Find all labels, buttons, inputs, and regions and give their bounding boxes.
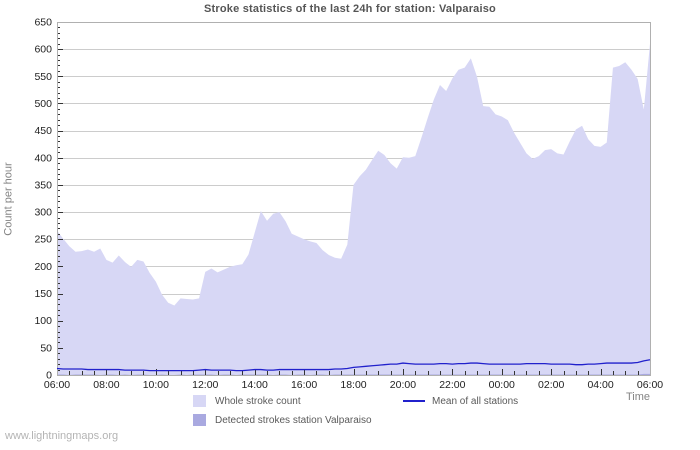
y-tick-label: 350: [34, 179, 52, 191]
y-tick-label: 100: [34, 315, 52, 327]
x-axis-title: Time: [625, 391, 650, 403]
x-tick-label: 06:00: [637, 379, 663, 391]
y-tick-label: 550: [34, 71, 52, 83]
x-tick-label: 20:00: [390, 379, 416, 391]
y-tick-label: 450: [34, 125, 52, 137]
x-tick-label: 06:00: [44, 379, 70, 391]
y-tick-label: 250: [34, 234, 52, 246]
y-tick-label: 150: [34, 288, 52, 300]
y-tick-label: 500: [34, 98, 52, 110]
legend-swatch-detected-strokes: [193, 414, 206, 426]
y-tick-label: 200: [34, 261, 52, 273]
watermark-link: www.lightningmaps.org: [5, 430, 119, 442]
legend-label-detected-strokes: Detected strokes station Valparaiso: [215, 415, 372, 426]
y-tick-label: 300: [34, 207, 52, 219]
y-tick-label: 0: [46, 370, 52, 382]
y-tick-label: 650: [34, 17, 52, 29]
x-tick-label: 08:00: [93, 379, 119, 391]
x-tick-label: 16:00: [291, 379, 317, 391]
legend-label-whole-stroke-count: Whole stroke count: [215, 396, 301, 407]
legend-line-mean-of-all-stations: [403, 400, 425, 402]
x-tick-label: 12:00: [192, 379, 218, 391]
legend-label-mean-of-all-stations: Mean of all stations: [432, 396, 519, 407]
line-mean-of-all-stations: [56, 359, 651, 372]
y-tick-label: 600: [34, 44, 52, 56]
x-tick-label: 18:00: [340, 379, 366, 391]
legend-swatch-whole-stroke-count: [193, 395, 206, 407]
x-tick-label: 22:00: [439, 379, 465, 391]
x-tick-label: 14:00: [242, 379, 268, 391]
page-title: Stroke statistics of the last 24h for st…: [204, 3, 496, 15]
y-tick-label: 400: [34, 152, 52, 164]
area-whole-stroke-count: [57, 43, 650, 375]
x-tick-label: 10:00: [143, 379, 169, 391]
x-tick-label: 04:00: [587, 379, 613, 391]
x-tick-label: 00:00: [489, 379, 515, 391]
x-tick-label: 02:00: [538, 379, 564, 391]
y-axis-title: Count per hour: [3, 161, 16, 236]
plot-border: [57, 22, 651, 376]
y-tick-label: 50: [40, 342, 52, 354]
